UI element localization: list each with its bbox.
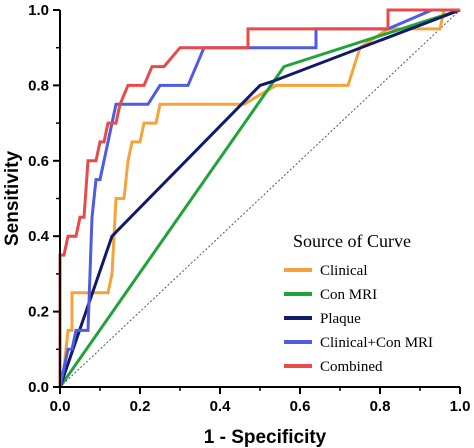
legend-label-combined: Combined xyxy=(320,359,383,375)
x-tick-label: 1.0 xyxy=(450,398,471,415)
series-line-con-mri xyxy=(58,8,461,388)
x-tick-label: 0.4 xyxy=(210,398,232,415)
legend-label-clinical-con-mri: Clinical+Con MRI xyxy=(320,335,433,351)
y-tick-label: 0.6 xyxy=(28,153,49,170)
legend-label-con-mri: Con MRI xyxy=(320,287,377,303)
y-tick-label: 0.8 xyxy=(28,77,49,94)
y-axis-title: Sensitivity xyxy=(2,151,23,246)
x-tick-label: 0.8 xyxy=(370,398,391,415)
x-axis-title: 1 - Specificity xyxy=(204,427,327,448)
series-line-clinical xyxy=(58,8,460,388)
x-tick-label: 0.6 xyxy=(290,398,311,415)
legend-label-plaque: Plaque xyxy=(320,311,361,327)
y-tick-label: 1.0 xyxy=(28,2,49,19)
x-tick-label: 0.2 xyxy=(130,398,151,415)
legend-title: Source of Curve xyxy=(293,231,411,251)
legend-label-clinical: Clinical xyxy=(320,263,368,279)
y-tick-label: 0.4 xyxy=(28,228,50,245)
x-tick-label: 0.0 xyxy=(50,398,71,415)
series-line-combined xyxy=(58,8,460,387)
series-line-plaque xyxy=(58,8,461,388)
y-tick-label: 0.2 xyxy=(28,304,49,321)
y-tick-label: 0.0 xyxy=(28,379,49,396)
